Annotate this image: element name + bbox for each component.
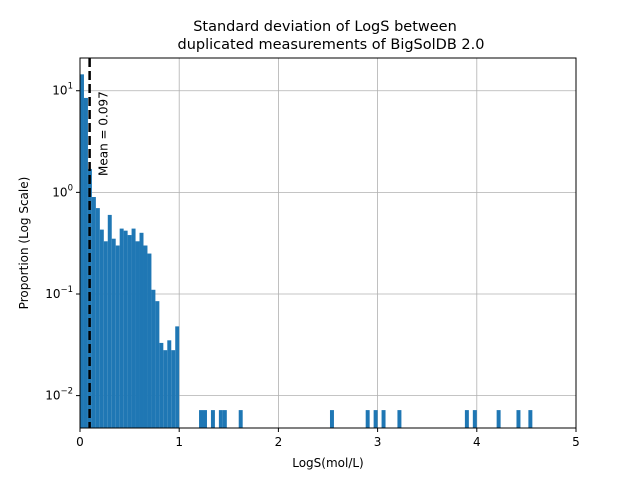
histogram-bar xyxy=(496,410,501,428)
histogram-bar xyxy=(155,301,160,428)
y-axis-ticks: 10−2 10−1 100 101 xyxy=(45,82,80,403)
histogram-bar xyxy=(381,410,386,428)
histogram-bar xyxy=(464,410,469,428)
histogram-bar xyxy=(115,245,120,428)
histogram-bar xyxy=(107,214,112,428)
mean-marker: Mean = 0.097 xyxy=(88,58,111,428)
histogram-bar xyxy=(131,228,136,428)
histogram-bar xyxy=(203,410,207,428)
histogram-bar xyxy=(147,253,152,428)
histogram-bar xyxy=(199,410,204,428)
histogram-bar xyxy=(175,326,180,428)
histogram-bar xyxy=(329,410,334,428)
histogram-bar xyxy=(135,241,140,428)
histogram-bar xyxy=(80,74,84,428)
histogram-bar xyxy=(397,410,402,428)
histogram-bar xyxy=(516,410,521,428)
histogram-bar xyxy=(123,230,128,428)
histogram-bar xyxy=(111,238,116,428)
histogram-bar xyxy=(210,410,215,428)
x-tick-label: 4 xyxy=(473,435,481,449)
x-tick-label: 1 xyxy=(175,435,183,449)
x-tick-label: 3 xyxy=(374,435,382,449)
histogram-bar xyxy=(167,340,172,428)
y-tick-label: 10−2 xyxy=(45,387,73,403)
x-tick-label: 0 xyxy=(76,435,84,449)
x-axis-ticks: 0 1 2 3 4 5 xyxy=(76,428,580,449)
plot-frame xyxy=(79,57,577,429)
histogram-bar xyxy=(139,232,144,428)
x-tick-label: 5 xyxy=(572,435,580,449)
histogram-bar xyxy=(83,97,88,429)
histogram-bar xyxy=(119,228,124,428)
histogram-bar xyxy=(222,410,227,428)
mean-label: Mean = 0.097 xyxy=(97,91,111,176)
histogram-bar xyxy=(143,245,148,428)
histogram-bar xyxy=(159,342,164,428)
histogram-bar xyxy=(238,410,243,428)
chart-title-line-2: duplicated measurements of BigSolDB 2.0 xyxy=(178,37,485,53)
histogram-bar xyxy=(91,197,96,428)
histogram-bar xyxy=(95,208,100,428)
x-axis-label: LogS(mol/L) xyxy=(292,456,364,470)
y-tick-label: 10−1 xyxy=(45,285,73,301)
y-tick-label: 101 xyxy=(52,82,73,98)
histogram-bar xyxy=(99,229,104,428)
histogram-bar xyxy=(163,350,168,428)
x-tick-label: 2 xyxy=(275,435,283,449)
y-tick-label: 100 xyxy=(52,183,73,199)
histogram-bar xyxy=(528,410,533,428)
histogram-bar xyxy=(127,235,132,428)
y-axis-label: Proportion (Log Scale) xyxy=(17,177,31,310)
histogram-bar xyxy=(365,410,370,428)
histogram-bar xyxy=(103,241,108,428)
histogram-bar xyxy=(218,410,223,428)
chart-title-line-1: Standard deviation of LogS between xyxy=(193,19,457,35)
histogram-bar xyxy=(151,289,156,428)
histogram-bar xyxy=(472,410,477,428)
histogram-bar xyxy=(373,410,378,428)
histogram-bar xyxy=(171,350,176,428)
